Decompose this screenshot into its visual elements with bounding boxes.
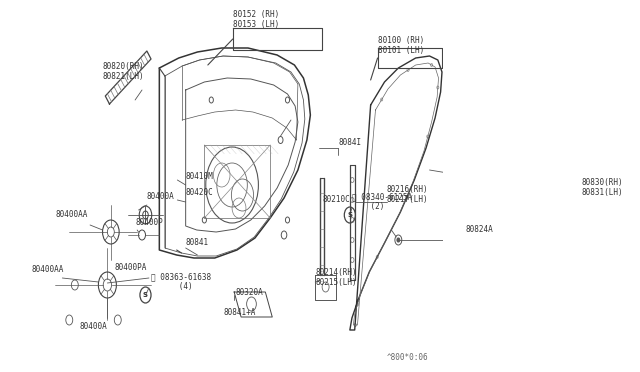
Text: Ⓢ 08363-61638
      (4): Ⓢ 08363-61638 (4)	[151, 272, 211, 291]
Text: 80410M: 80410M	[186, 172, 213, 181]
Text: S: S	[348, 212, 353, 218]
Text: Ⓢ 08340-6125A
    (2): Ⓢ 08340-6125A (2)	[352, 192, 412, 211]
Text: 80400A: 80400A	[79, 322, 108, 331]
Text: 80152 (RH)
80153 (LH): 80152 (RH) 80153 (LH)	[233, 10, 279, 29]
Text: 80400PA: 80400PA	[115, 263, 147, 272]
Text: 80841+A: 80841+A	[224, 308, 256, 317]
Text: 80214(RH)
80215(LH): 80214(RH) 80215(LH)	[316, 268, 357, 288]
Text: 8084I: 8084I	[338, 138, 361, 147]
Text: ^800*0:06: ^800*0:06	[387, 353, 428, 362]
Text: 80400AA: 80400AA	[56, 210, 88, 219]
Circle shape	[397, 238, 400, 242]
Text: 80400P: 80400P	[135, 218, 163, 227]
Text: 80400AA: 80400AA	[31, 265, 63, 274]
Text: 80210C: 80210C	[322, 195, 350, 204]
Text: S: S	[143, 292, 148, 298]
Text: 80400A: 80400A	[147, 192, 175, 201]
Text: 80216(RH)
80217(LH): 80216(RH) 80217(LH)	[387, 185, 428, 204]
Text: 80100 (RH)
80101 (LH): 80100 (RH) 80101 (LH)	[378, 36, 424, 55]
Text: 80420C: 80420C	[186, 188, 213, 197]
Text: 80320A: 80320A	[236, 288, 263, 297]
Text: 80820(RH)
80821(LH): 80820(RH) 80821(LH)	[102, 62, 144, 81]
Text: 80830(RH)
80831(LH): 80830(RH) 80831(LH)	[582, 178, 623, 198]
Text: 80824A: 80824A	[465, 225, 493, 234]
Text: 80841: 80841	[186, 238, 209, 247]
